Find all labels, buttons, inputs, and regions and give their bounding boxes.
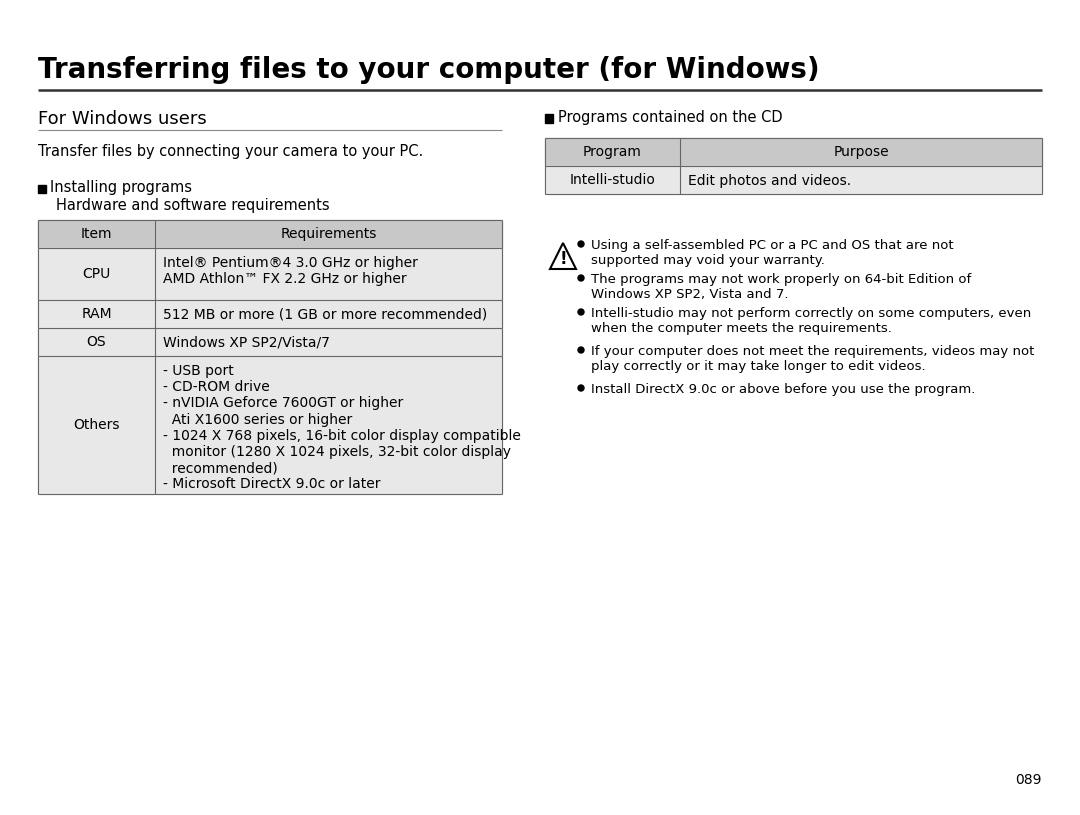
- Circle shape: [578, 309, 584, 315]
- Text: Programs contained on the CD: Programs contained on the CD: [558, 110, 783, 125]
- Text: OS: OS: [86, 335, 106, 349]
- Text: Using a self-assembled PC or a PC and OS that are not
supported may void your wa: Using a self-assembled PC or a PC and OS…: [591, 239, 954, 267]
- Bar: [38, 300, 502, 328]
- Text: RAM: RAM: [81, 307, 112, 321]
- Text: Others: Others: [73, 418, 120, 432]
- Text: Installing programs: Installing programs: [50, 180, 192, 195]
- Circle shape: [578, 241, 584, 247]
- Bar: [38, 328, 502, 356]
- Text: Hardware and software requirements: Hardware and software requirements: [56, 198, 329, 213]
- Circle shape: [578, 275, 584, 281]
- Text: 512 MB or more (1 GB or more recommended): 512 MB or more (1 GB or more recommended…: [163, 308, 487, 322]
- Text: Program: Program: [583, 145, 642, 159]
- Bar: [38, 185, 46, 193]
- Text: Purpose: Purpose: [833, 145, 889, 159]
- Bar: [545, 166, 1042, 194]
- Text: CPU: CPU: [82, 267, 110, 281]
- Bar: [545, 114, 553, 123]
- Text: Windows XP SP2/Vista/7: Windows XP SP2/Vista/7: [163, 336, 329, 350]
- Text: Install DirectX 9.0c or above before you use the program.: Install DirectX 9.0c or above before you…: [591, 383, 975, 396]
- Bar: [545, 138, 1042, 166]
- Text: Intelli-studio may not perform correctly on some computers, even
when the comput: Intelli-studio may not perform correctly…: [591, 307, 1031, 335]
- Text: 089: 089: [1015, 773, 1042, 787]
- Text: The programs may not work properly on 64-bit Edition of
Windows XP SP2, Vista an: The programs may not work properly on 64…: [591, 273, 971, 301]
- Text: If your computer does not meet the requirements, videos may not
play correctly o: If your computer does not meet the requi…: [591, 345, 1035, 373]
- Text: Item: Item: [81, 227, 112, 241]
- Text: !: !: [559, 250, 567, 268]
- Bar: [38, 248, 502, 300]
- Bar: [38, 356, 502, 494]
- Text: Edit photos and videos.: Edit photos and videos.: [688, 174, 851, 188]
- Circle shape: [578, 385, 584, 391]
- Text: Intelli-studio: Intelli-studio: [569, 173, 656, 187]
- Text: Transferring files to your computer (for Windows): Transferring files to your computer (for…: [38, 56, 820, 84]
- Bar: [38, 220, 502, 248]
- Text: Transfer files by connecting your camera to your PC.: Transfer files by connecting your camera…: [38, 144, 423, 159]
- Text: - USB port
- CD-ROM drive
- nVIDIA Geforce 7600GT or higher
  Ati X1600 series o: - USB port - CD-ROM drive - nVIDIA Gefor…: [163, 364, 521, 491]
- Text: For Windows users: For Windows users: [38, 110, 206, 128]
- Circle shape: [578, 347, 584, 353]
- Text: Requirements: Requirements: [281, 227, 377, 241]
- Text: Intel® Pentium®4 3.0 GHz or higher
AMD Athlon™ FX 2.2 GHz or higher: Intel® Pentium®4 3.0 GHz or higher AMD A…: [163, 256, 418, 286]
